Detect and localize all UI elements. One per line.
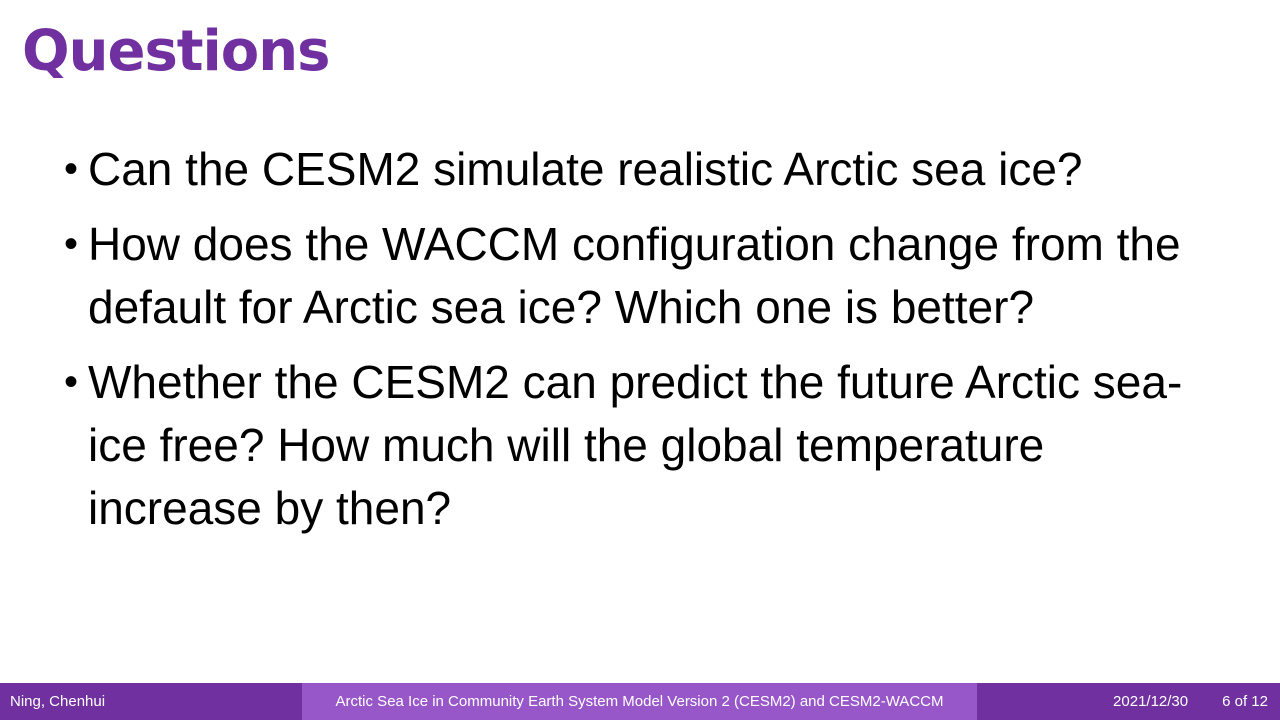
- footer-date: 2021/12/30: [1113, 693, 1189, 710]
- bullet-item: • How does the WACCM configuration chang…: [64, 213, 1224, 339]
- bullet-text: How does the WACCM configuration change …: [88, 218, 1181, 333]
- bullet-text: Whether the CESM2 can predict the future…: [88, 356, 1183, 534]
- bullet-item: • Can the CESM2 simulate realistic Arcti…: [64, 138, 1224, 201]
- bullet-icon: •: [64, 360, 79, 404]
- bullet-item: • Whether the CESM2 can predict the futu…: [64, 351, 1224, 540]
- footer-page-number: 6 of 12: [1222, 693, 1268, 710]
- slide-title: Questions: [22, 19, 330, 84]
- footer-author-section: Ning, Chenhui: [0, 683, 302, 720]
- bullet-text: Can the CESM2 simulate realistic Arctic …: [88, 143, 1083, 195]
- slide-footer: Ning, Chenhui Arctic Sea Ice in Communit…: [0, 683, 1280, 720]
- bullet-icon: •: [64, 147, 79, 191]
- footer-title-section: Arctic Sea Ice in Community Earth System…: [302, 683, 977, 720]
- bullet-icon: •: [64, 222, 79, 266]
- footer-author: Ning, Chenhui: [10, 693, 106, 710]
- bullet-list: • Can the CESM2 simulate realistic Arcti…: [64, 138, 1224, 552]
- footer-meta-section: 2021/12/30 6 of 12: [977, 683, 1280, 720]
- footer-presentation-title: Arctic Sea Ice in Community Earth System…: [335, 693, 944, 710]
